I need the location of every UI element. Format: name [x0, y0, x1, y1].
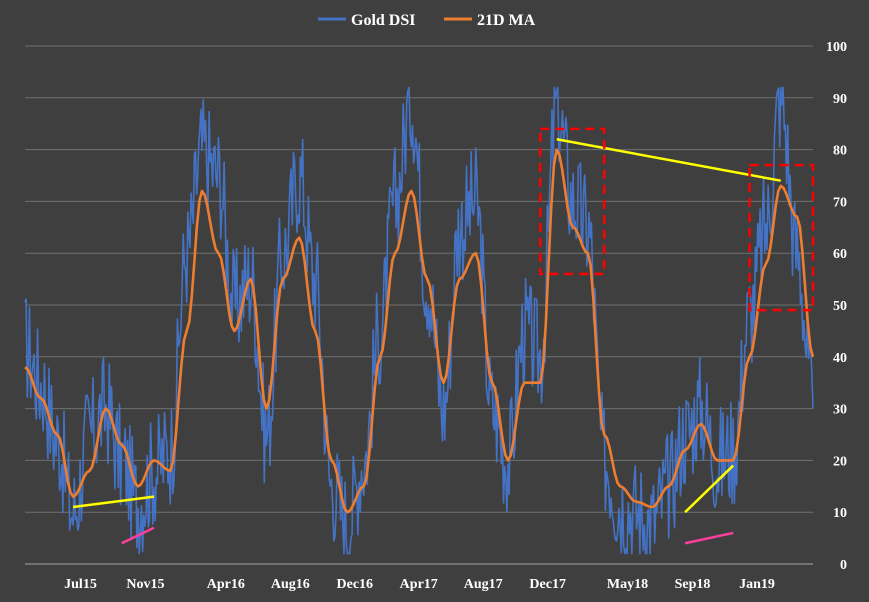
y-tick-10: 10	[833, 506, 847, 521]
x-tick-aug16: Aug16	[271, 577, 310, 592]
x-tick-dec17: Dec17	[529, 577, 566, 592]
y-tick-40: 40	[833, 351, 847, 366]
trendline-0	[72, 495, 155, 509]
trendline-1	[121, 526, 155, 545]
y-tick-80: 80	[833, 144, 847, 159]
x-tick-nov15: Nov15	[126, 577, 164, 592]
gridlines	[25, 45, 813, 565]
x-tick-may18: May18	[607, 577, 648, 592]
y-tick-70: 70	[833, 195, 847, 210]
series-line-21d-ma	[24, 148, 815, 514]
legend-label-gold-dsi: Gold DSI	[351, 12, 415, 29]
series-lines	[24, 86, 815, 555]
trendline-4	[684, 531, 734, 545]
y-tick-20: 20	[833, 454, 847, 469]
x-tick-apr17: Apr17	[400, 577, 438, 592]
trendline-2	[556, 138, 781, 182]
y-tick-30: 30	[833, 403, 847, 418]
y-tick-0: 0	[840, 558, 847, 573]
x-tick-apr16: Apr16	[207, 577, 245, 592]
y-axis-ticks: 0 10 20 30 40 50 60 70 80 90 100	[826, 40, 847, 573]
y-tick-100: 100	[826, 40, 847, 55]
annotations	[72, 127, 815, 545]
x-tick-jul15: Jul15	[64, 577, 97, 592]
highlight-box-5	[539, 127, 606, 276]
x-tick-jan19: Jan19	[739, 577, 775, 592]
x-tick-aug17: Aug17	[464, 577, 503, 592]
trendline-3	[684, 464, 735, 514]
series-line-gold-dsi	[24, 86, 814, 555]
legend-label-21d-ma: 21D MA	[477, 12, 536, 29]
highlight-box-6	[748, 163, 815, 312]
y-tick-50: 50	[833, 299, 847, 314]
x-tick-dec16: Dec16	[337, 577, 374, 592]
x-axis-ticks: Jul15 Nov15 Apr16 Aug16 Dec16 Apr17 Aug17 Dec17…	[64, 577, 775, 592]
x-tick-sep18: Sep18	[675, 577, 711, 592]
y-tick-90: 90	[833, 92, 847, 107]
legend: Gold DSI 21D MA	[318, 12, 536, 29]
y-tick-60: 60	[833, 247, 847, 262]
